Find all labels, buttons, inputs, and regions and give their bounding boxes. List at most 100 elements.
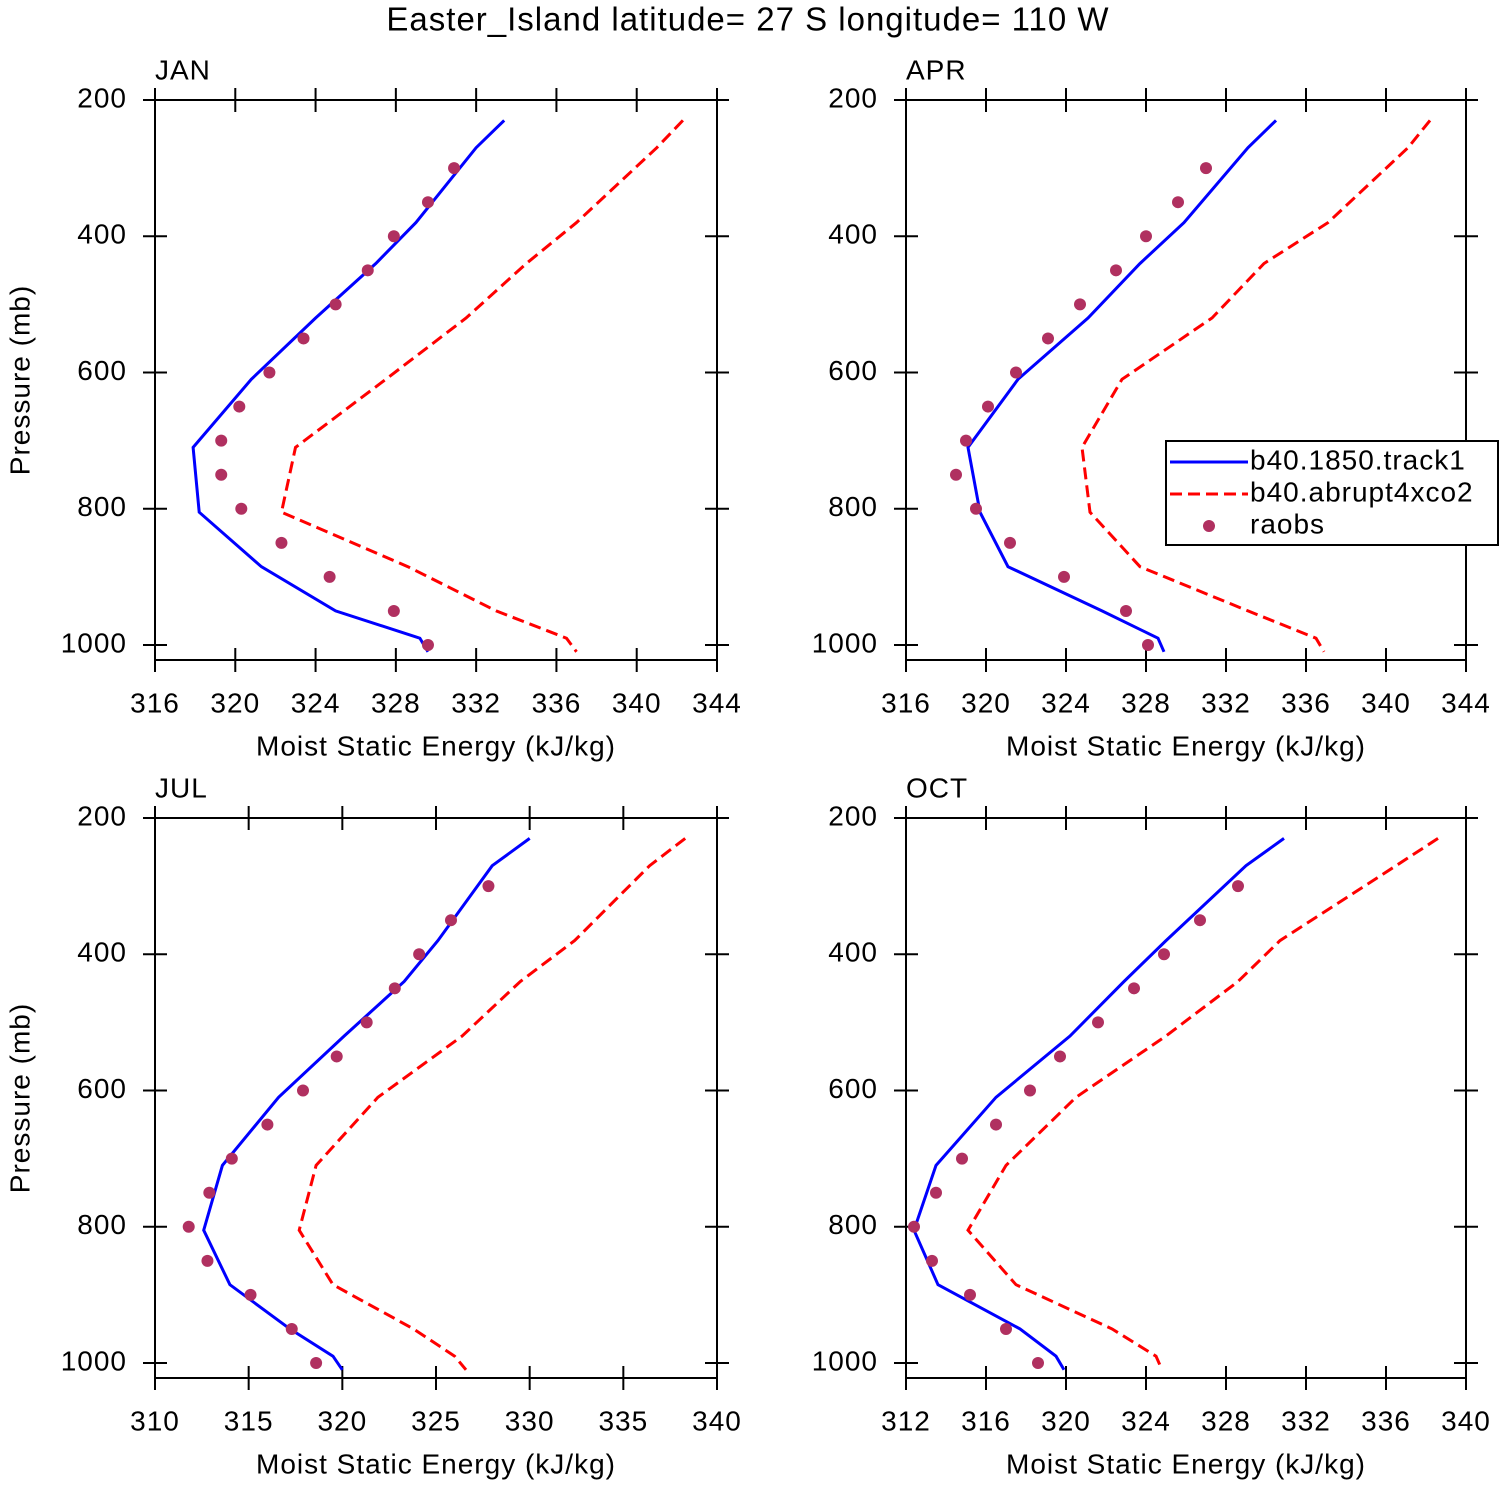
legend-label: b40.abrupt4xco2 bbox=[1250, 476, 1474, 507]
x-tick-label: 316 bbox=[130, 687, 180, 718]
raob-point bbox=[1142, 639, 1154, 652]
y-tick-label: 600 bbox=[828, 355, 878, 386]
raob-point bbox=[387, 604, 400, 617]
x-tick-label: 340 bbox=[1361, 687, 1411, 718]
raob-point bbox=[970, 502, 982, 515]
plot-frame bbox=[154, 817, 718, 1379]
raob-point bbox=[1194, 914, 1206, 927]
raob-point bbox=[1140, 230, 1152, 243]
raob-point bbox=[926, 1254, 938, 1267]
raob-point bbox=[960, 434, 972, 447]
series-line bbox=[912, 837, 1285, 1371]
x-tick-label: 332 bbox=[1281, 1405, 1331, 1436]
x-tick-label: 312 bbox=[881, 1405, 931, 1436]
x-axis-label: Moist Static Energy (kJ/kg) bbox=[1006, 730, 1366, 761]
x-tick-label: 328 bbox=[1201, 1405, 1251, 1436]
raob-point bbox=[329, 298, 342, 311]
raob-point bbox=[387, 230, 400, 243]
x-tick-label: 324 bbox=[291, 687, 341, 718]
y-tick-label: 400 bbox=[77, 937, 127, 968]
x-axis-label: Moist Static Energy (kJ/kg) bbox=[256, 1448, 616, 1479]
x-tick-label: 340 bbox=[1441, 1405, 1491, 1436]
raob-point bbox=[275, 536, 288, 549]
raob-point bbox=[1000, 1322, 1012, 1335]
raob-point bbox=[950, 468, 962, 481]
x-tick-label: 336 bbox=[1281, 687, 1331, 718]
raob-point bbox=[1010, 366, 1022, 379]
x-tick-label: 310 bbox=[130, 1405, 180, 1436]
raob-point bbox=[930, 1186, 942, 1199]
x-tick-label: 324 bbox=[1041, 687, 1091, 718]
y-tick-label: 200 bbox=[828, 800, 878, 831]
legend-label: b40.1850.track1 bbox=[1250, 444, 1466, 475]
series-line bbox=[191, 119, 506, 653]
raob-point bbox=[421, 196, 434, 209]
x-tick-label: 320 bbox=[317, 1405, 367, 1436]
y-tick-label: 1000 bbox=[61, 627, 127, 658]
raob-point bbox=[1232, 880, 1244, 893]
y-axis-label: Pressure (mb) bbox=[4, 1003, 35, 1193]
y-tick-label: 800 bbox=[77, 1209, 127, 1240]
y-tick-label: 1000 bbox=[61, 1345, 127, 1376]
raob-point bbox=[1092, 1016, 1104, 1029]
raob-point bbox=[182, 1220, 195, 1233]
raob-point bbox=[1128, 982, 1140, 995]
x-tick-label: 336 bbox=[532, 687, 582, 718]
y-axis-label: Pressure (mb) bbox=[4, 285, 35, 475]
raob-point bbox=[215, 468, 228, 481]
y-tick-label: 400 bbox=[828, 937, 878, 968]
raob-point bbox=[244, 1288, 257, 1301]
x-tick-label: 340 bbox=[612, 687, 662, 718]
raob-point bbox=[1172, 196, 1184, 209]
series-line bbox=[202, 837, 531, 1371]
raob-point bbox=[1110, 264, 1122, 277]
raob-point bbox=[1054, 1050, 1066, 1063]
raob-point bbox=[361, 264, 374, 277]
raob-point bbox=[1024, 1084, 1036, 1097]
raob-point bbox=[1058, 570, 1070, 583]
x-tick-label: 315 bbox=[224, 1405, 274, 1436]
raob-point bbox=[323, 570, 336, 583]
y-tick-label: 600 bbox=[77, 1073, 127, 1104]
series-line bbox=[966, 837, 1439, 1371]
x-tick-label: 344 bbox=[1441, 687, 1491, 718]
plot-frame bbox=[905, 99, 1467, 661]
raob-point bbox=[444, 914, 457, 927]
y-tick-label: 400 bbox=[77, 219, 127, 250]
plot-frame bbox=[154, 99, 718, 661]
x-tick-label: 336 bbox=[1361, 1405, 1411, 1436]
panel-title: JUL bbox=[155, 772, 208, 803]
y-tick-label: 600 bbox=[828, 1073, 878, 1104]
y-tick-label: 200 bbox=[77, 82, 127, 113]
raob-point bbox=[203, 1186, 216, 1199]
x-tick-label: 328 bbox=[1121, 687, 1171, 718]
x-tick-label: 324 bbox=[1121, 1405, 1171, 1436]
x-tick-label: 316 bbox=[961, 1405, 1011, 1436]
x-tick-label: 330 bbox=[505, 1405, 555, 1436]
plot-frame bbox=[905, 817, 1467, 1379]
raob-point bbox=[908, 1220, 920, 1233]
x-tick-label: 344 bbox=[692, 687, 742, 718]
series-line bbox=[966, 119, 1278, 653]
raob-point bbox=[448, 162, 461, 175]
raob-point bbox=[956, 1152, 968, 1165]
raob-point bbox=[296, 1084, 309, 1097]
x-tick-label: 335 bbox=[598, 1405, 648, 1436]
raob-point bbox=[1032, 1357, 1044, 1370]
x-tick-label: 320 bbox=[210, 687, 260, 718]
y-tick-label: 1000 bbox=[812, 1345, 878, 1376]
y-tick-label: 800 bbox=[828, 1209, 878, 1240]
y-tick-label: 200 bbox=[828, 82, 878, 113]
raob-point bbox=[1074, 298, 1086, 311]
raob-point bbox=[330, 1050, 343, 1063]
raob-point bbox=[310, 1357, 323, 1370]
raob-point bbox=[1120, 604, 1132, 617]
x-tick-label: 320 bbox=[1041, 1405, 1091, 1436]
series-line bbox=[279, 119, 684, 653]
raob-point bbox=[388, 982, 401, 995]
raob-point bbox=[225, 1152, 238, 1165]
legend-box bbox=[1165, 440, 1499, 546]
raob-point bbox=[421, 639, 434, 652]
y-tick-label: 600 bbox=[77, 355, 127, 386]
